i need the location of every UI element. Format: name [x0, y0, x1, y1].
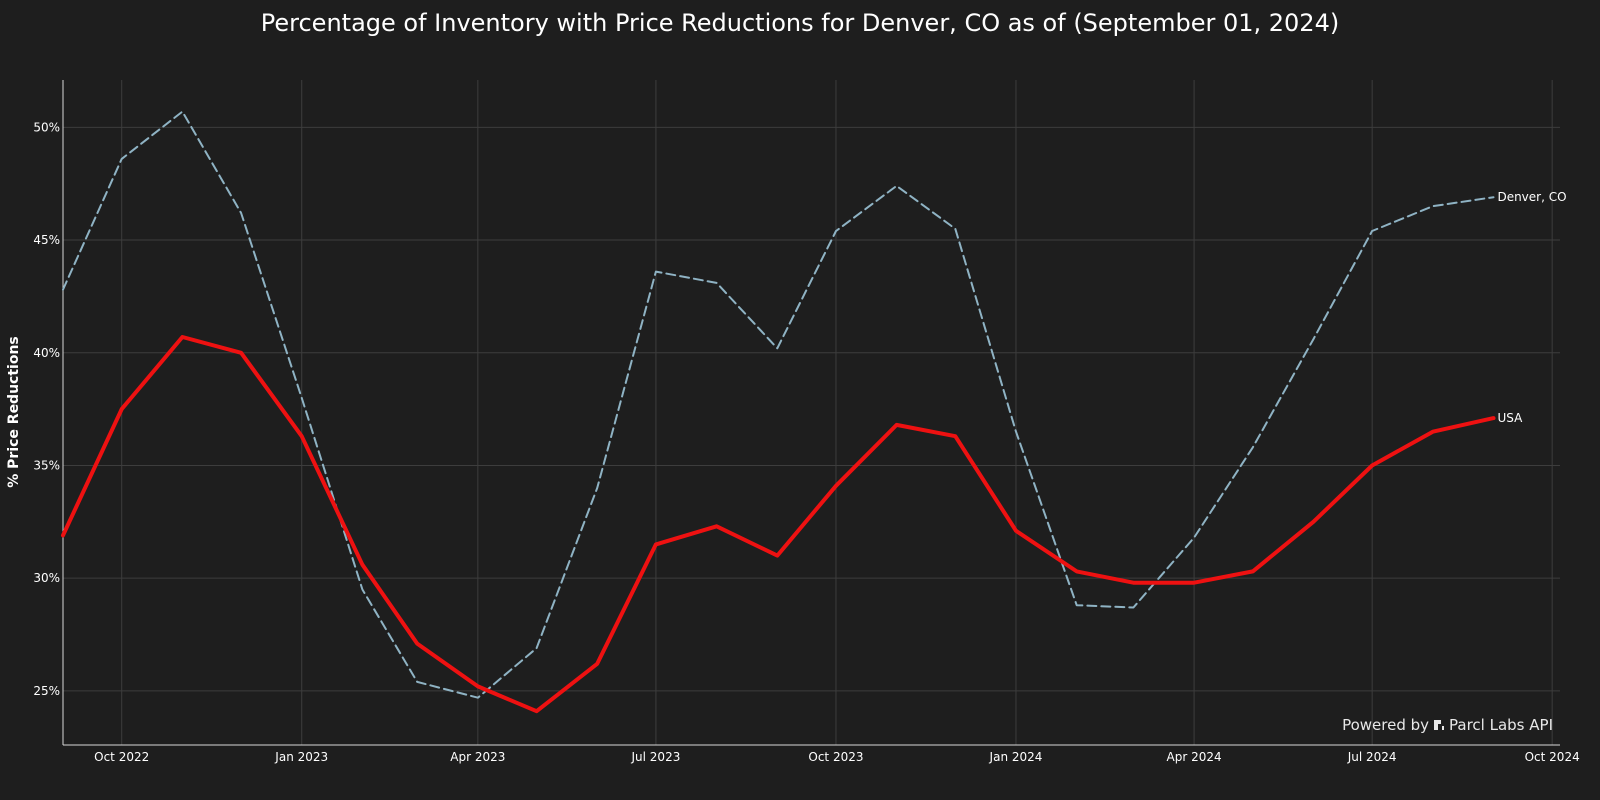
x-tick-label: Apr 2023	[450, 750, 505, 764]
y-tick-label: 35%	[33, 458, 60, 472]
series-labels: Denver, CO USA	[1497, 190, 1566, 425]
x-tick-label: Oct 2023	[808, 750, 863, 764]
y-tick-label: 25%	[33, 684, 60, 698]
parcl-logo-icon	[1434, 720, 1445, 730]
x-tick-labels: Oct 2022 Jan 2023 Apr 2023 Jul 2023 Oct 2023…	[94, 750, 1580, 764]
x-tick-label: Jul 2023	[631, 750, 681, 764]
series-label: USA	[1497, 411, 1523, 425]
y-gridlines	[63, 126, 1560, 692]
powered-by-watermark: Powered by Parcl Labs API	[1342, 716, 1553, 734]
x-tick-label: Oct 2024	[1525, 750, 1580, 764]
chart-title: Percentage of Inventory with Price Reduc…	[260, 9, 1340, 37]
x-tick-label: Oct 2022	[94, 750, 149, 764]
x-tick-label: Jul 2024	[1347, 750, 1397, 764]
series-line-denver-co	[62, 110, 1495, 699]
y-tick-label: 40%	[33, 346, 60, 360]
series-label: Denver, CO	[1497, 190, 1566, 204]
x-tick-label: Apr 2024	[1167, 750, 1222, 764]
series-lines	[61, 110, 1496, 714]
y-tick-label: 30%	[33, 571, 60, 585]
axes	[62, 80, 1560, 746]
y-tick-label: 45%	[33, 233, 60, 247]
x-tick-label: Jan 2024	[989, 750, 1043, 764]
parcl-brand-text: Parcl Labs API	[1449, 716, 1553, 734]
series-line-usa	[61, 335, 1496, 714]
y-tick-label: 50%	[33, 120, 60, 134]
powered-by-text: Powered by	[1342, 716, 1430, 734]
y-axis-title: % Price Reductions	[6, 336, 22, 488]
x-tick-label: Jan 2023	[274, 750, 328, 764]
x-gridlines	[121, 80, 1553, 745]
y-tick-labels: 25% 30% 35% 40% 45% 50%	[33, 120, 60, 698]
